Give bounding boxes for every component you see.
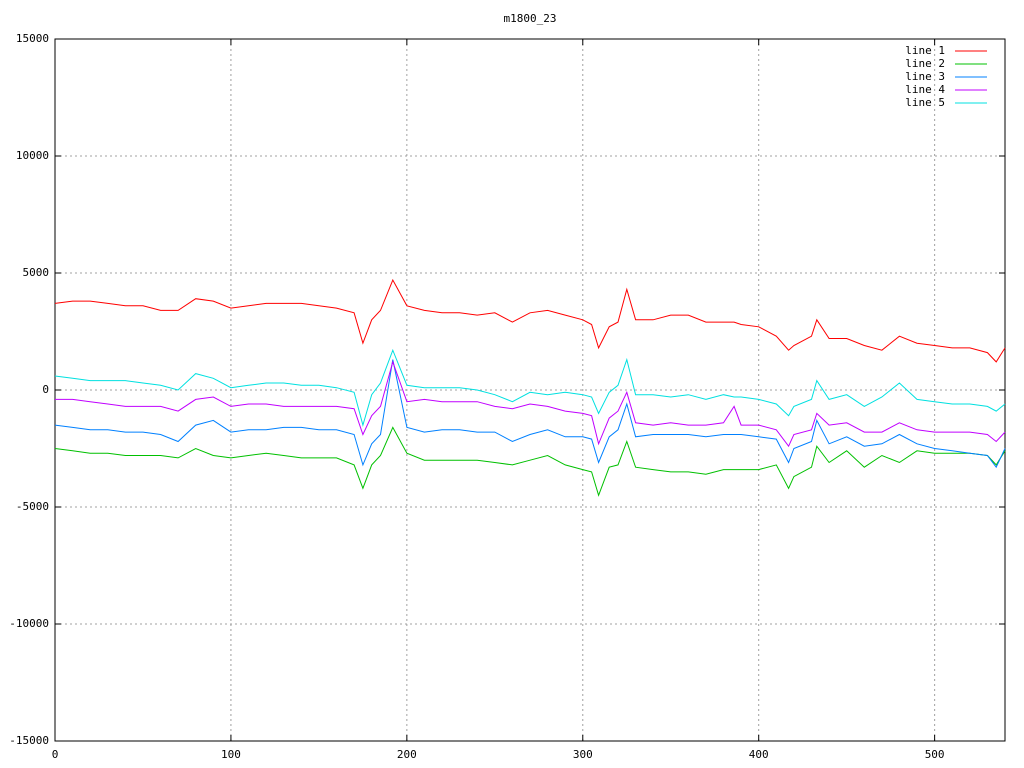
x-tick-label: 500 xyxy=(925,748,945,761)
legend-label: line 2 xyxy=(905,57,945,70)
data-line xyxy=(54,278,1006,363)
x-tick-label: 200 xyxy=(397,748,417,761)
data-line xyxy=(55,360,1006,448)
legend-label: line 4 xyxy=(905,83,945,96)
x-tick-label: 0 xyxy=(52,748,59,761)
y-tick-label: 10000 xyxy=(16,149,49,162)
y-tick-label: 15000 xyxy=(16,32,49,45)
data-line xyxy=(54,348,1006,427)
legend-label: line 5 xyxy=(905,96,945,109)
x-tick-label: 400 xyxy=(749,748,769,761)
y-tick-label: 5000 xyxy=(23,266,50,279)
plot-frame xyxy=(54,38,1006,742)
x-tick-label: 300 xyxy=(573,748,593,761)
y-tick-label: -15000 xyxy=(9,734,49,747)
y-tick-label: 0 xyxy=(42,383,49,396)
chart-title: m1800_23 xyxy=(504,12,557,25)
data-line xyxy=(54,426,1006,497)
y-tick-label: -5000 xyxy=(16,500,49,513)
x-tick-label: 100 xyxy=(221,748,241,761)
y-tick-label: -10000 xyxy=(9,617,49,630)
legend-label: line 3 xyxy=(905,70,945,83)
legend-label: line 1 xyxy=(905,44,945,57)
data-line xyxy=(54,359,1006,469)
